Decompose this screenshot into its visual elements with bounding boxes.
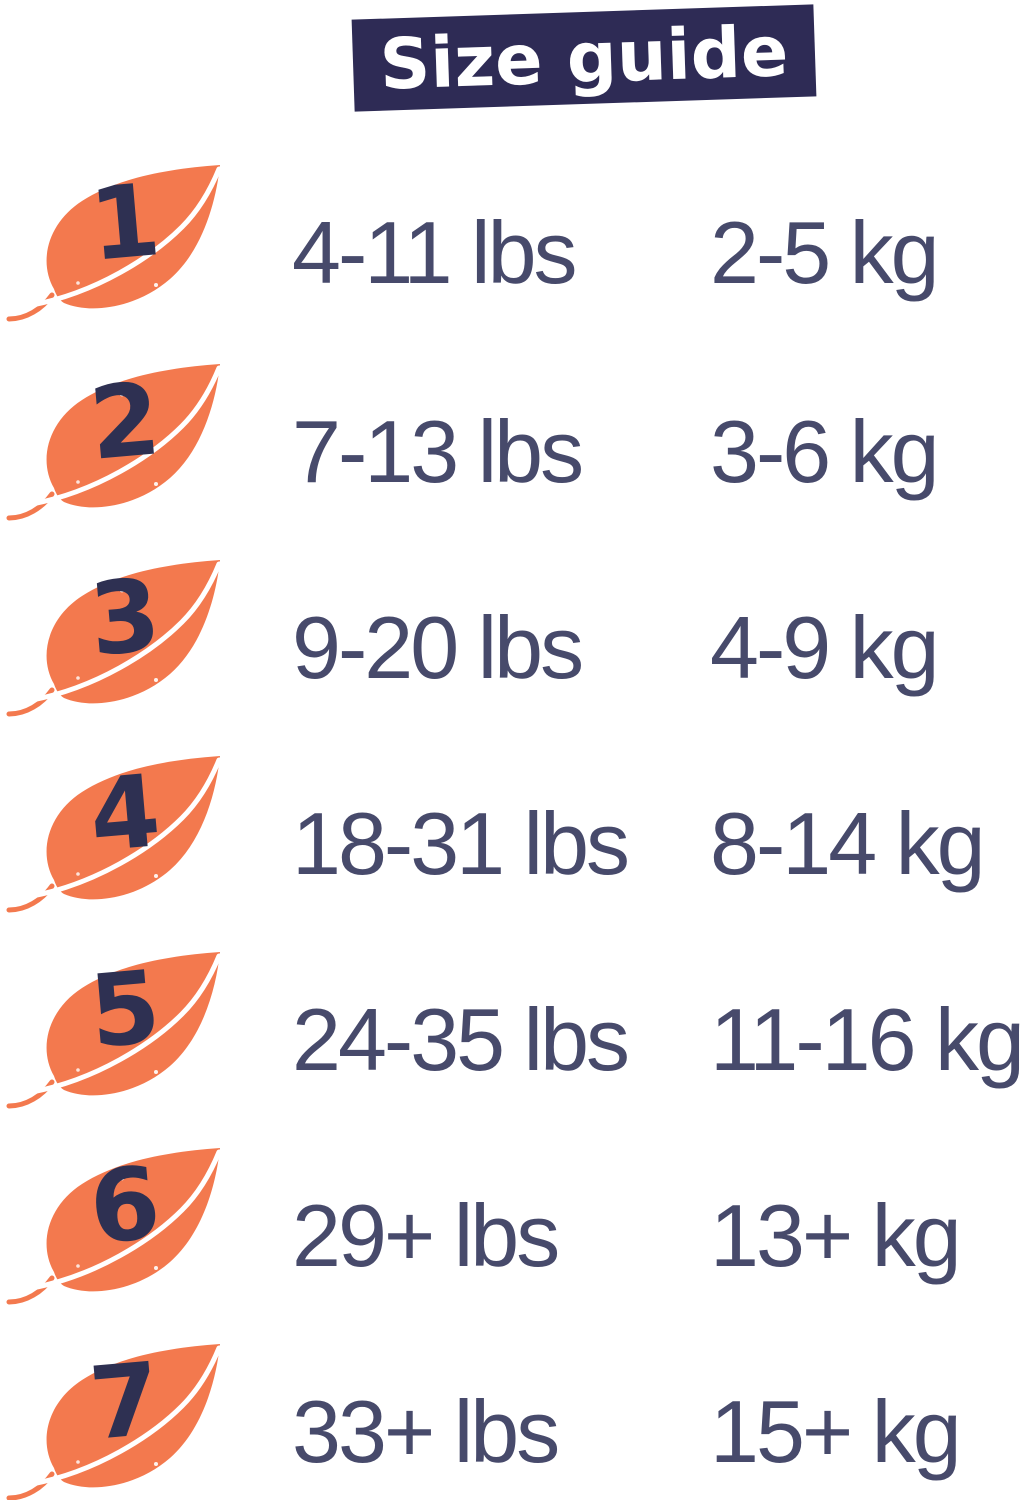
leaf-icon: 6: [4, 1144, 244, 1326]
weight-kg: 4-9 kg: [710, 598, 940, 697]
size-row: 1 4-11 lbs 2-5 kg: [0, 161, 1032, 359]
weight-kg: 3-6 kg: [710, 402, 940, 501]
size-row: 3 9-20 lbs 4-9 kg: [0, 556, 1032, 754]
leaf-icon: 7: [4, 1340, 244, 1500]
size-row: 7 33+ lbs 15+ kg: [0, 1340, 1032, 1500]
weight-lbs: 29+ lbs: [292, 1186, 560, 1285]
size-number: 4: [85, 752, 165, 875]
size-guide-header: Size guide: [351, 4, 817, 112]
page-title: Size guide: [378, 10, 790, 106]
weight-lbs: 9-20 lbs: [292, 598, 584, 697]
leaf-icon: 2: [4, 360, 244, 542]
size-row: 2 7-13 lbs 3-6 kg: [0, 360, 1032, 558]
size-number: 5: [85, 948, 165, 1071]
weight-kg: 8-14 kg: [710, 794, 986, 893]
leaf-icon: 3: [4, 556, 244, 738]
weight-lbs: 7-13 lbs: [292, 402, 584, 501]
size-row: 5 24-35 lbs 11-16 kg: [0, 948, 1032, 1146]
leaf-icon: 5: [4, 948, 244, 1130]
size-number: 6: [85, 1144, 165, 1267]
weight-kg: 11-16 kg: [710, 990, 1025, 1089]
size-number: 3: [85, 556, 165, 679]
weight-lbs: 18-31 lbs: [292, 794, 630, 893]
leaf-icon: 1: [4, 161, 244, 343]
size-row: 4 18-31 lbs 8-14 kg: [0, 752, 1032, 950]
weight-lbs: 4-11 lbs: [292, 203, 578, 302]
weight-kg: 15+ kg: [710, 1382, 962, 1481]
weight-lbs: 24-35 lbs: [292, 990, 630, 1089]
leaf-icon: 4: [4, 752, 244, 934]
size-number: 2: [85, 360, 165, 483]
size-number: 7: [85, 1340, 165, 1463]
weight-kg: 13+ kg: [710, 1186, 962, 1285]
weight-kg: 2-5 kg: [710, 203, 940, 302]
size-row: 6 29+ lbs 13+ kg: [0, 1144, 1032, 1342]
size-number: 1: [85, 161, 165, 284]
weight-lbs: 33+ lbs: [292, 1382, 560, 1481]
